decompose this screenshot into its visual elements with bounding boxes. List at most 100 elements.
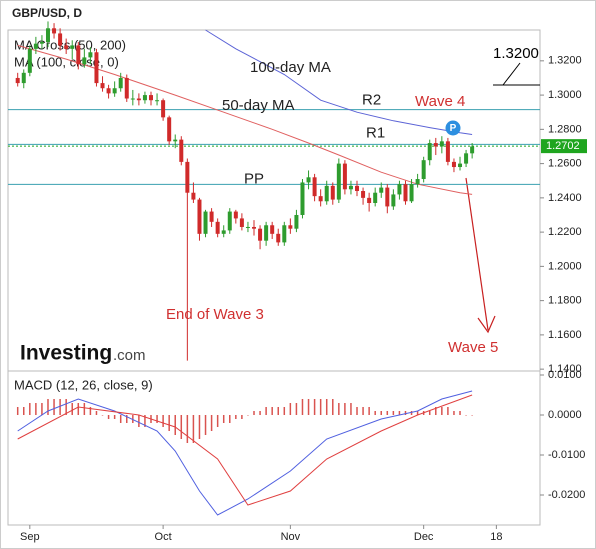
candle-body bbox=[52, 28, 57, 34]
histogram-bar bbox=[332, 399, 334, 415]
candle-body bbox=[342, 163, 347, 190]
candle-body bbox=[427, 143, 432, 161]
histogram-bar bbox=[338, 403, 340, 415]
marker bbox=[445, 120, 461, 136]
candle-body bbox=[148, 95, 153, 101]
histogram-bar bbox=[404, 411, 407, 415]
y-tick-label: 1.2600 bbox=[548, 158, 582, 170]
candle-body bbox=[464, 153, 469, 164]
histogram-bar bbox=[386, 411, 389, 415]
candle-body bbox=[21, 72, 26, 84]
ma-line bbox=[17, 44, 473, 195]
candle-body bbox=[215, 221, 220, 234]
candle-body bbox=[415, 179, 420, 185]
histogram-bar bbox=[447, 407, 449, 415]
candle-body bbox=[367, 197, 372, 203]
histogram-bar bbox=[235, 415, 237, 419]
candle-body bbox=[245, 226, 250, 228]
candle-body bbox=[373, 192, 378, 203]
histogram-bar bbox=[289, 403, 292, 415]
y-tick-label: 0.0100 bbox=[548, 369, 582, 381]
ma-line bbox=[17, 394, 473, 506]
candle-body bbox=[397, 184, 402, 195]
histogram-bar bbox=[119, 415, 122, 423]
candle-body bbox=[58, 33, 63, 46]
candle-body bbox=[306, 177, 311, 183]
histogram-bar bbox=[41, 403, 43, 415]
histogram-bar bbox=[23, 407, 25, 415]
y-tick-label: 1.3000 bbox=[548, 89, 582, 101]
y-tick-label: 1.2200 bbox=[548, 226, 582, 238]
y-tick-label: 1.2800 bbox=[548, 123, 582, 135]
candle-body bbox=[409, 184, 414, 202]
candle-body bbox=[336, 163, 341, 200]
histogram-bar bbox=[301, 399, 304, 415]
histogram-bar bbox=[253, 411, 255, 415]
y-tick-label: 1.3200 bbox=[548, 55, 582, 67]
histogram-bar bbox=[35, 403, 37, 415]
candle-body bbox=[379, 187, 384, 193]
ma-label: 100-day MA bbox=[250, 59, 331, 76]
candle-body bbox=[191, 192, 196, 200]
candle-body bbox=[276, 233, 281, 243]
candle-body bbox=[161, 100, 166, 118]
candle-body bbox=[227, 211, 232, 231]
histogram-bar bbox=[229, 415, 231, 423]
histogram-bar bbox=[428, 411, 431, 415]
y-tick-label: 1.1800 bbox=[548, 295, 582, 307]
candle-body bbox=[294, 214, 299, 229]
histogram-bar bbox=[410, 411, 413, 415]
last-price-label: 1.2702 bbox=[546, 140, 580, 152]
histogram-bar bbox=[77, 403, 80, 415]
macd-title: MACD (12, 26, close, 9) bbox=[14, 377, 153, 392]
histogram-bar bbox=[277, 407, 279, 415]
candle-body bbox=[88, 52, 93, 58]
candle-body bbox=[264, 225, 269, 241]
pivot-label: R1 bbox=[366, 124, 385, 141]
candle-body bbox=[27, 48, 32, 73]
candle-body bbox=[282, 225, 287, 243]
histogram-bar bbox=[441, 407, 443, 415]
candle-body bbox=[82, 57, 87, 65]
histogram-bar bbox=[216, 415, 219, 427]
histogram-bar bbox=[47, 399, 49, 415]
y-tick-label: 0.0000 bbox=[548, 409, 582, 421]
histogram-bar bbox=[435, 407, 437, 415]
candle-body bbox=[100, 83, 105, 89]
candle-body bbox=[185, 161, 190, 193]
histogram-bar bbox=[144, 415, 146, 427]
histogram-bar bbox=[156, 415, 158, 423]
candle-body bbox=[70, 45, 75, 49]
candle-body bbox=[124, 77, 129, 99]
histogram-bar bbox=[247, 415, 249, 416]
candle-body bbox=[330, 185, 335, 200]
candle-body bbox=[421, 160, 426, 180]
candle-body bbox=[118, 77, 123, 89]
histogram-bar bbox=[319, 399, 322, 415]
candle-body bbox=[76, 45, 81, 65]
candle-body bbox=[258, 228, 263, 241]
candle-body bbox=[361, 191, 366, 198]
histogram-bar bbox=[392, 411, 395, 415]
y-tick-label: 1.2400 bbox=[548, 192, 582, 204]
candle-body bbox=[355, 185, 360, 192]
histogram-bar bbox=[29, 403, 31, 415]
candle-body bbox=[348, 185, 353, 190]
marker-label: P bbox=[450, 123, 457, 134]
histogram-bar bbox=[16, 407, 19, 415]
histogram-bar bbox=[344, 403, 346, 415]
histogram-bar bbox=[380, 411, 382, 415]
histogram-bar bbox=[198, 415, 201, 439]
x-tick-label: Sep bbox=[20, 531, 40, 543]
last-price-box bbox=[541, 139, 587, 154]
logo-suffix: .com bbox=[113, 347, 146, 364]
histogram-bar bbox=[350, 403, 352, 415]
histogram-bar bbox=[325, 399, 328, 415]
candle-body bbox=[288, 225, 293, 229]
pivot-label: R2 bbox=[362, 92, 381, 109]
arrow-head bbox=[477, 315, 496, 334]
histogram-bar bbox=[259, 411, 261, 415]
x-tick-label: Nov bbox=[281, 531, 301, 543]
